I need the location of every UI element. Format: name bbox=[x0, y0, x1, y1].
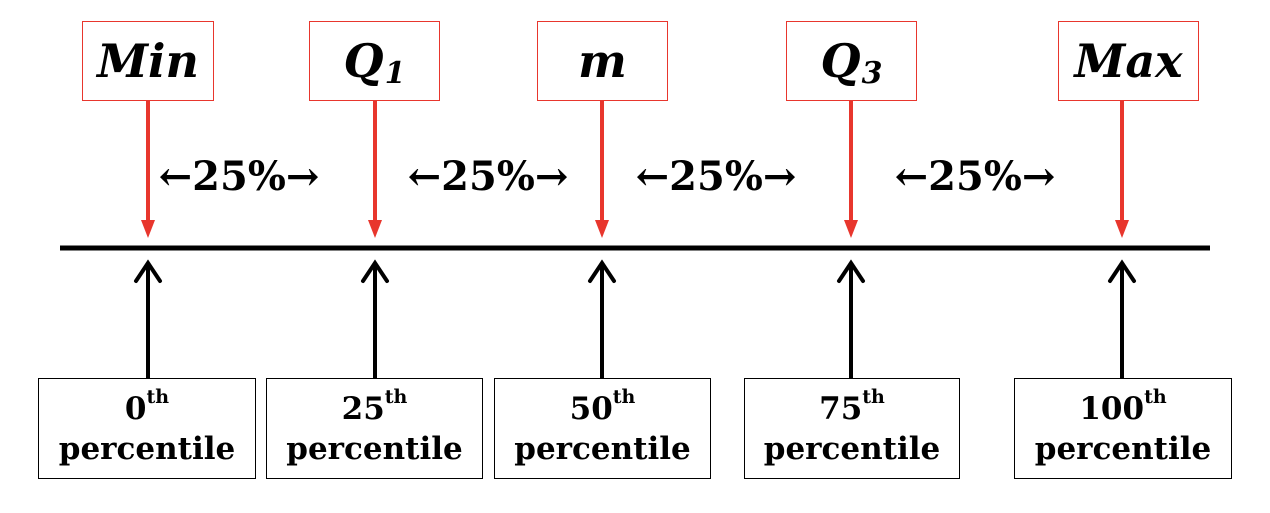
percentile-box-50: 50th percentile bbox=[494, 378, 711, 479]
percentile-box-25: 25th percentile bbox=[266, 378, 483, 479]
min-percentile-arrowhead bbox=[134, 259, 162, 283]
gap-label-1: ←25%→ bbox=[158, 153, 320, 200]
percentile-word-50: percentile bbox=[514, 430, 691, 467]
q3-subscript: 3 bbox=[861, 55, 883, 91]
q1-label: Q bbox=[343, 34, 384, 88]
median-percentile-arrowhead bbox=[588, 259, 616, 283]
q1-percentile-arrowhead bbox=[361, 259, 389, 283]
percentile-number-50: 50th bbox=[569, 386, 636, 427]
percentile-word-0: percentile bbox=[58, 430, 236, 467]
percentile-number-100: 100th bbox=[1079, 386, 1167, 427]
q3-label: Q bbox=[820, 34, 861, 88]
gap-label-4: ←25%→ bbox=[894, 153, 1056, 200]
median-box: m bbox=[537, 21, 668, 101]
max-box: Max bbox=[1058, 21, 1199, 101]
percentile-number-0: 0th bbox=[124, 386, 170, 427]
percentile-number-75: 75th bbox=[819, 386, 885, 427]
median-pointer-arrowhead bbox=[595, 220, 609, 238]
q1-pointer-arrowhead bbox=[368, 220, 382, 238]
max-label: Max bbox=[1074, 34, 1183, 88]
percentile-box-0: 0th percentile bbox=[38, 378, 256, 479]
percentile-word-75: percentile bbox=[763, 430, 941, 467]
min-pointer-arrowhead bbox=[141, 220, 155, 238]
gap-label-3: ←25%→ bbox=[635, 153, 797, 200]
percentile-number-25: 25th bbox=[341, 386, 408, 427]
q3-pointer-arrowhead bbox=[844, 220, 858, 238]
q3-percentile-arrowhead bbox=[837, 259, 865, 283]
min-label: Min bbox=[97, 34, 199, 88]
percentile-word-25: percentile bbox=[286, 430, 463, 467]
q1-subscript: 1 bbox=[384, 55, 406, 91]
min-box: Min bbox=[82, 21, 214, 101]
max-percentile-arrowhead bbox=[1108, 259, 1136, 283]
percentile-box-75: 75th percentile bbox=[744, 378, 960, 479]
max-pointer-arrowhead bbox=[1115, 220, 1129, 238]
percentile-word-100: percentile bbox=[1034, 430, 1212, 467]
percentile-box-100: 100th percentile bbox=[1014, 378, 1232, 479]
median-label: m bbox=[578, 34, 627, 88]
gap-label-2: ←25%→ bbox=[407, 153, 569, 200]
